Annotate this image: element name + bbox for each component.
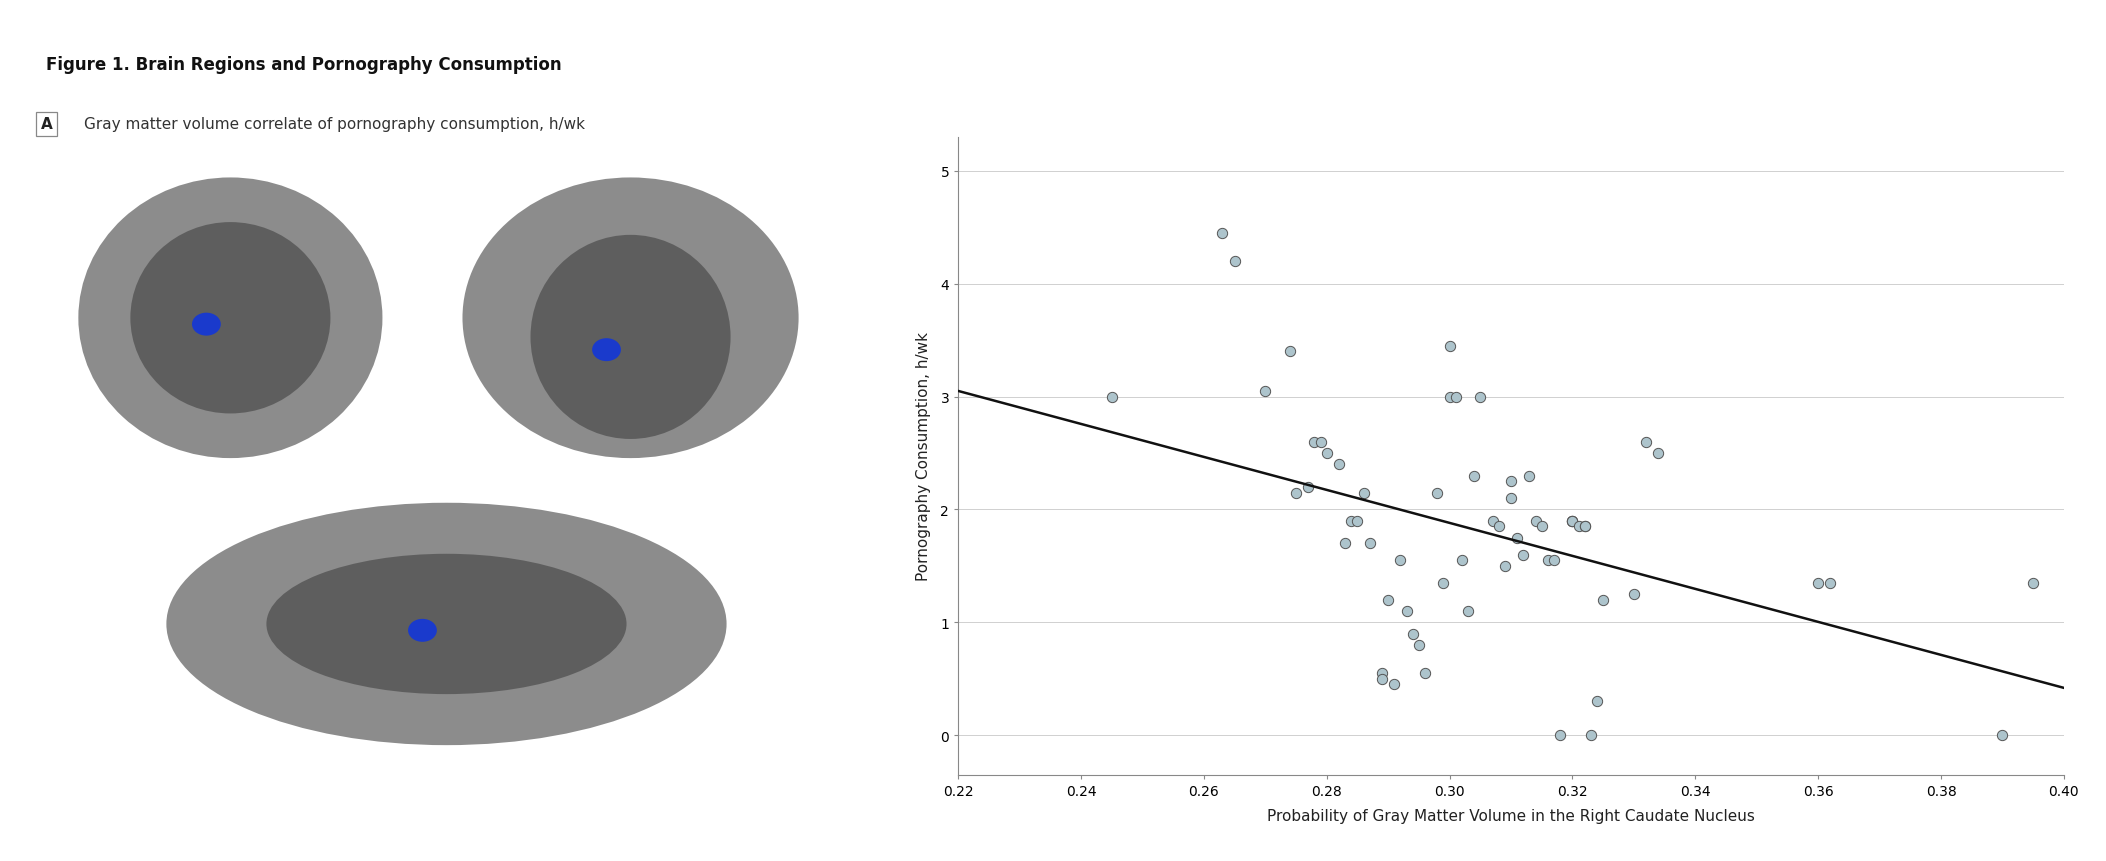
Point	[1348, 486, 1382, 500]
Ellipse shape	[166, 503, 727, 746]
Point	[1556, 514, 1590, 528]
Point	[1580, 695, 1613, 709]
Text: Figure 1. Brain Regions and Pornography Consumption: Figure 1. Brain Regions and Pornography …	[46, 56, 562, 73]
Point	[1525, 520, 1558, 534]
Point	[1512, 469, 1546, 483]
Point	[1476, 514, 1510, 528]
Point	[1451, 604, 1485, 618]
Point	[1438, 390, 1472, 404]
Point	[1464, 390, 1497, 404]
Circle shape	[592, 338, 621, 362]
Point	[1205, 226, 1238, 240]
Point	[1801, 576, 1834, 590]
Point	[1365, 666, 1398, 680]
Ellipse shape	[531, 236, 731, 439]
Point	[1986, 728, 2020, 742]
Circle shape	[409, 619, 436, 642]
Point	[1556, 514, 1590, 528]
Point	[1323, 458, 1356, 472]
Point	[1493, 492, 1527, 505]
Point	[1556, 514, 1590, 528]
Point	[1531, 554, 1565, 567]
X-axis label: Probability of Gray Matter Volume in the Right Caudate Nucleus: Probability of Gray Matter Volume in the…	[1268, 808, 1754, 822]
Point	[1563, 520, 1596, 534]
Point	[1445, 554, 1478, 567]
Point	[1291, 480, 1325, 494]
Point	[1544, 728, 1577, 742]
Ellipse shape	[131, 223, 331, 414]
Point	[1432, 390, 1466, 404]
Point	[1371, 593, 1405, 607]
Point	[1365, 672, 1398, 686]
Point	[1630, 436, 1664, 449]
Point	[1567, 520, 1601, 534]
Point	[1095, 390, 1129, 404]
Point	[1567, 520, 1601, 534]
Point	[1617, 587, 1651, 601]
Ellipse shape	[265, 554, 628, 694]
Point	[1518, 514, 1552, 528]
Text: Gray matter volume correlate of pornography consumption, h/wk: Gray matter volume correlate of pornogra…	[84, 117, 585, 133]
Point	[1573, 728, 1607, 742]
Point	[1432, 339, 1466, 353]
Point	[1310, 447, 1344, 461]
Ellipse shape	[78, 178, 383, 459]
Point	[1329, 537, 1363, 551]
Point	[1506, 548, 1539, 562]
Y-axis label: Pornography Consumption, h/wk: Pornography Consumption, h/wk	[916, 332, 931, 580]
Point	[1586, 593, 1620, 607]
Point	[1217, 255, 1251, 269]
Point	[1643, 447, 1676, 461]
Point	[1396, 627, 1430, 641]
Point	[1272, 345, 1306, 359]
Point	[1297, 436, 1331, 449]
Point	[1493, 474, 1527, 488]
Point	[1377, 678, 1411, 691]
Point	[1278, 486, 1312, 500]
Point	[1342, 514, 1375, 528]
Point	[1813, 576, 1847, 590]
Ellipse shape	[463, 178, 798, 459]
Point	[1499, 531, 1533, 545]
Point	[1537, 554, 1571, 567]
Point	[1489, 560, 1523, 573]
Point	[1457, 469, 1491, 483]
Point	[1419, 486, 1453, 500]
Point	[1483, 520, 1516, 534]
Point	[2015, 576, 2049, 590]
Point	[1304, 436, 1337, 449]
Point	[1390, 604, 1424, 618]
Circle shape	[192, 313, 221, 337]
Point	[1409, 666, 1443, 680]
Point	[1249, 385, 1283, 399]
Point	[1352, 537, 1386, 551]
Point	[1384, 554, 1417, 567]
Point	[1403, 638, 1436, 652]
Point	[1426, 576, 1459, 590]
Text: A: A	[40, 117, 53, 133]
Point	[1335, 514, 1369, 528]
